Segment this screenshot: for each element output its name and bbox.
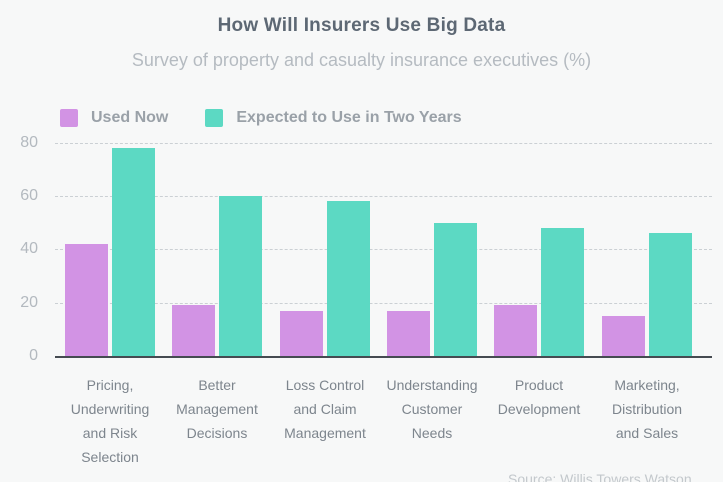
bar-expected-to-use-in-two-years-pricing — [112, 148, 155, 356]
y-axis-tick-60: 60 — [20, 187, 38, 204]
bar-expected-to-use-in-two-years-product — [541, 228, 584, 356]
bar-used-now-marketing — [602, 316, 645, 356]
x-axis-category-better: Better Management Decisions — [176, 377, 258, 441]
bar-expected-to-use-in-two-years-understanding — [434, 223, 477, 356]
gridline-y-60 — [55, 196, 712, 197]
legend-swatch-icon — [205, 109, 224, 127]
bar-expected-to-use-in-two-years-better — [219, 196, 262, 356]
gridline-y-20 — [55, 303, 712, 304]
bar-used-now-understanding — [387, 311, 430, 356]
legend-item-expected-to-use-in-two-years: Expected to Use in Two Years — [205, 109, 462, 127]
bar-used-now-product — [494, 305, 537, 356]
y-axis-tick-80: 80 — [20, 134, 38, 151]
x-axis-category-product: Product Development — [497, 377, 581, 417]
x-axis-category-understanding: Understanding Customer Needs — [386, 377, 478, 441]
legend-label: Used Now — [91, 109, 169, 126]
x-axis-category-loss-control: Loss Control and Claim Management — [284, 377, 366, 441]
bar-used-now-pricing — [65, 244, 108, 356]
y-axis-tick-20: 20 — [20, 294, 38, 311]
legend-label: Expected to Use in Two Years — [236, 109, 462, 126]
bar-expected-to-use-in-two-years-loss-control — [327, 201, 370, 356]
x-axis-line — [55, 356, 712, 358]
chart-title: How Will Insurers Use Big Data — [217, 15, 506, 36]
y-axis-tick-40: 40 — [20, 240, 38, 257]
bar-used-now-better — [172, 305, 215, 356]
x-axis-category-marketing: Marketing, Distribution and Sales — [611, 377, 683, 441]
y-axis-tick-0: 0 — [29, 347, 38, 364]
bar-used-now-loss-control — [280, 311, 323, 356]
gridline-y-80 — [55, 143, 712, 144]
bar-expected-to-use-in-two-years-marketing — [649, 233, 692, 356]
chart-legend: Used Now Expected to Use in Two Years — [60, 108, 462, 128]
source-note: Source: Willis Towers Watson — [508, 471, 692, 482]
x-axis-category-pricing: Pricing, Underwriting and Risk Selection — [70, 377, 150, 465]
legend-item-used-now: Used Now — [60, 109, 168, 127]
legend-swatch-icon — [60, 109, 78, 127]
chart-subtitle: Survey of property and casualty insuranc… — [131, 50, 592, 70]
gridline-y-40 — [55, 249, 712, 250]
